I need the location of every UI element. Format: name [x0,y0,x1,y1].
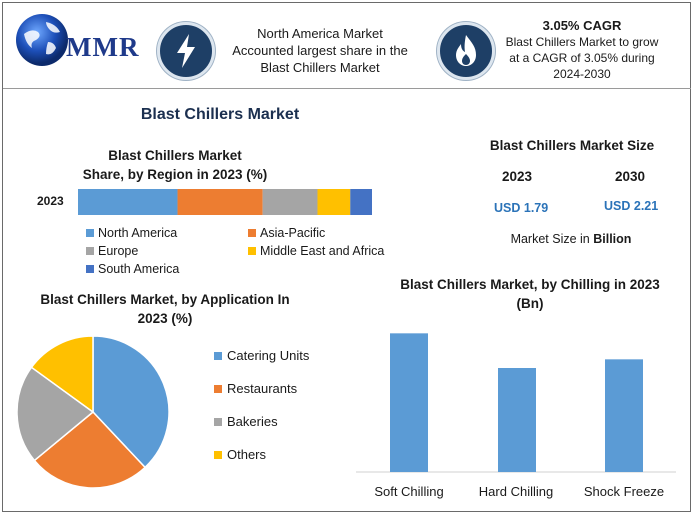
pie-slice [30,335,94,414]
legend-swatch [248,229,256,237]
legend-swatch [214,384,222,393]
chilling-bar [605,359,643,472]
region-legend: North America Asia-Pacific Europe Middle… [86,226,406,282]
x-tick-label: Shock Freeze [583,484,665,499]
application-chart-title: Blast Chillers Market, by Application In… [30,290,300,328]
legend-swatch [86,265,94,273]
chart-title-line: (Bn) [516,296,544,311]
header-divider [3,88,691,89]
year-2030-label: 2030 [615,169,646,184]
info-line: 2024-2030 [553,67,611,81]
legend-item: South America [86,262,179,276]
legend-swatch [214,351,222,360]
legend-item: Bakeries [214,414,278,429]
legend-item: Catering Units [214,348,309,363]
legend-label: Europe [98,244,139,258]
x-tick-label: Soft Chilling [374,484,444,499]
info-line: Blast Chillers Market to grow [505,35,659,49]
year-2023-label: 2023 [502,169,533,184]
pie-slice [33,410,147,489]
legend-swatch [214,450,222,459]
infographic-frame [2,2,691,512]
info-line: Blast Chillers Market [260,60,380,75]
application-pie-chart [16,335,170,489]
lightning-icon [177,34,195,68]
chart-title-line: Share, by Region in 2023 (%) [82,167,268,182]
page-title: Blast Chillers Market [140,106,300,123]
unit-bold: Billion [593,232,632,246]
info-line: North America Market [257,26,383,41]
info-north-america: North America Market Accounted largest s… [215,25,425,76]
info-cagr: 3.05% CAGR Blast Chillers Market to grow… [492,18,672,82]
chilling-bar [390,333,428,472]
lightning-icon-badge [157,22,215,80]
x-tick-label: Hard Chilling [478,484,554,499]
legend-swatch [214,417,222,426]
region-stacked-bar [78,189,372,215]
legend-label: Catering Units [227,348,310,363]
unit-prefix: Market Size in [510,232,594,246]
application-legend: Catering Units Restaurants Bakeries Othe… [214,348,334,468]
info-line: at a CAGR of 3.05% during [509,51,655,65]
region-category-label: 2023 [37,194,64,208]
flame-icon [456,35,476,66]
legend-label: Bakeries [227,414,278,429]
info-line: Accounted largest share in the [232,43,408,58]
value-2023: USD 1.79 [494,201,549,215]
chilling-chart-title: Blast Chillers Market, by Chilling in 20… [380,275,680,313]
stacked-bar-segment [350,189,372,215]
globe-icon [16,14,68,66]
legend-label: Middle East and Africa [260,244,385,258]
pie-slice [16,366,95,462]
legend-label: Restaurants [227,381,298,396]
legend-item: North America [86,226,177,240]
legend-label: Others [227,447,267,462]
stacked-bar-segment [262,189,318,215]
legend-label: Asia-Pacific [260,226,326,240]
legend-label: North America [98,226,178,240]
mmr-logo: MMR [12,10,142,74]
chart-title-line: Blast Chillers Market, by Chilling in 20… [400,277,660,292]
pie-slice [92,335,170,469]
region-chart-title: Blast Chillers Market Share, by Region i… [80,146,270,184]
stacked-bar-segment [78,189,178,215]
legend-swatch [86,229,94,237]
legend-item: Middle East and Africa [248,244,384,258]
legend-item: Others [214,447,266,462]
legend-item: Europe [86,244,138,258]
flame-icon-badge [437,22,495,80]
legend-item: Asia-Pacific [248,226,325,240]
brand-name: MMR [66,32,140,62]
stacked-bar-segment [317,189,351,215]
stacked-bar-segment [177,189,263,215]
chart-title-line: 2023 (%) [137,311,193,326]
chilling-bar [498,368,536,472]
chart-title-line: Blast Chillers Market, by Application In [40,292,290,307]
cagr-title: 3.05% CAGR [542,18,622,33]
legend-swatch [248,247,256,255]
legend-item: Restaurants [214,381,297,396]
legend-swatch [86,247,94,255]
market-size-title: Blast Chillers Market Size [489,138,655,153]
market-size-unit: Market Size in Billion [486,232,656,246]
value-2030: USD 2.21 [604,199,659,213]
chilling-bar-chart [356,333,676,473]
chart-title-line: Blast Chillers Market [108,148,242,163]
legend-label: South America [98,262,180,276]
